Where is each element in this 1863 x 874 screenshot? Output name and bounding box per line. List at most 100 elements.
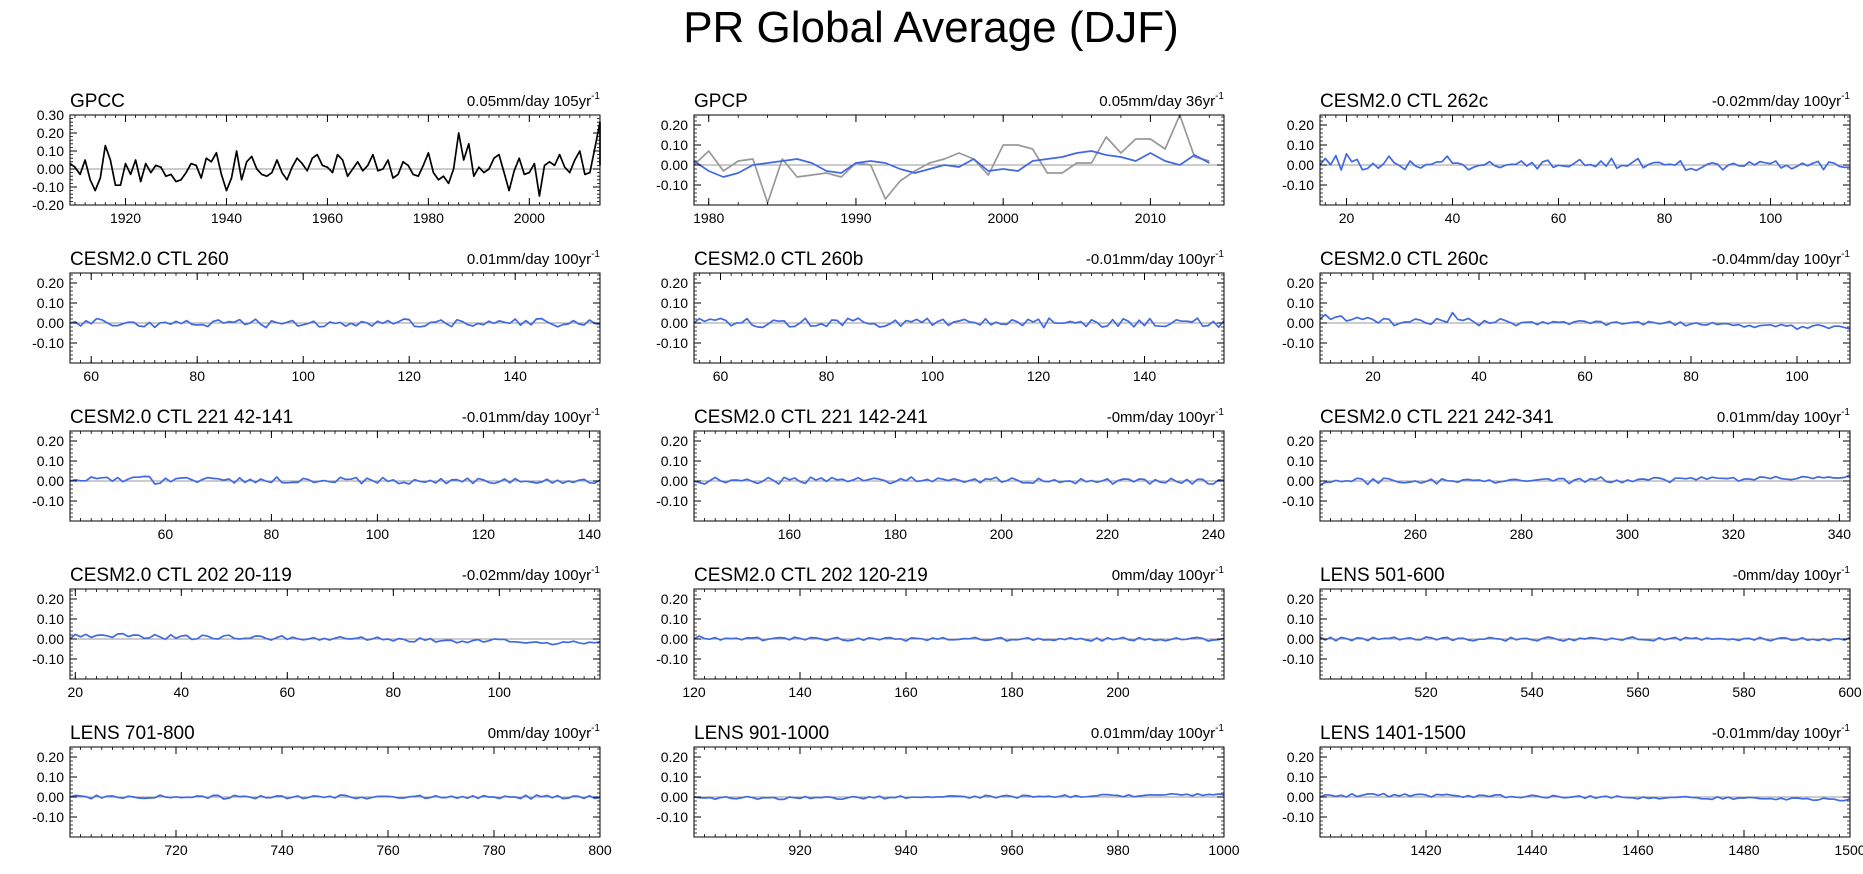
y-tick-label: 0.10 (1287, 453, 1314, 469)
panel-12: LENS 501-600 -0mm/day 100yr-1 520 540 560 580… (1282, 565, 1862, 700)
trend-exponent: -1 (1841, 565, 1850, 576)
trend-text: -0.01mm/day 100yr (1712, 725, 1841, 742)
y-tick-label: 0.10 (661, 611, 688, 627)
y-tick-label: 0.10 (661, 453, 688, 469)
trend-text: -0.01mm/day 100yr (1086, 251, 1215, 268)
x-tick-label: 200 (1106, 684, 1130, 700)
x-tick-label: 120 (1027, 368, 1051, 384)
x-tick-label: 1480 (1728, 842, 1759, 858)
x-tick-label: 800 (588, 842, 612, 858)
x-tick-label: 2000 (514, 210, 545, 226)
trend-annotation: -0.02mm/day 100yr-1 (462, 565, 601, 584)
x-tick-label: 560 (1626, 684, 1650, 700)
minor-ticks (694, 273, 1224, 364)
y-tick-label: 0.20 (1287, 749, 1314, 765)
y-tick-label: 0.10 (1287, 295, 1314, 311)
panel-14: LENS 901-1000 0.01mm/day 100yr-1 920 940 960… (656, 723, 1240, 858)
y-tick-label: 0.10 (1287, 611, 1314, 627)
panel-title: LENS 1401-1500 (1320, 723, 1466, 744)
minor-ticks (693, 747, 1225, 838)
x-tick-label: 100 (488, 684, 512, 700)
x-tick-label: 180 (884, 526, 908, 542)
trend-exponent: -1 (1215, 565, 1224, 576)
panel-title: LENS 501-600 (1320, 565, 1445, 586)
y-tick-label: 0.10 (37, 143, 64, 159)
y-tick-label: 0.10 (37, 453, 64, 469)
x-tick-label: 940 (894, 842, 918, 858)
trend-annotation: -0.01mm/day 100yr-1 (462, 407, 601, 426)
trend-annotation: -0.01mm/day 100yr-1 (1086, 249, 1225, 268)
trend-text: 0mm/day 100yr (1112, 567, 1215, 584)
plot-frame (69, 114, 601, 206)
trend-exponent: -1 (1215, 91, 1224, 102)
x-tick-label: 1940 (211, 210, 242, 226)
trend-annotation: -0.02mm/day 100yr-1 (1712, 91, 1851, 110)
y-tick-label: 0.10 (1287, 137, 1314, 153)
x-tick-label: 40 (1471, 368, 1487, 384)
trend-exponent: -1 (591, 723, 600, 734)
y-tick-label: 0.10 (661, 295, 688, 311)
x-tick-label: 540 (1520, 684, 1544, 700)
x-tick-label: 580 (1732, 684, 1756, 700)
panel-3: CESM2.0 CTL 262c -0.02mm/day 100yr-1 20 40 6… (1282, 91, 1851, 226)
series-line (69, 475, 601, 485)
x-tick-label: 80 (386, 684, 402, 700)
panel-5: CESM2.0 CTL 260b -0.01mm/day 100yr-1 60 80 1… (656, 249, 1225, 384)
panel-title: GPCC (70, 91, 125, 112)
y-tick-label: 0.10 (37, 611, 64, 627)
x-tick-label: 20 (1365, 368, 1381, 384)
plot-frame (693, 114, 1225, 206)
trend-text: 0.05mm/day 36yr (1099, 93, 1215, 110)
x-tick-label: 100 (366, 526, 390, 542)
x-tick-label: 120 (472, 526, 496, 542)
panel-title: CESM2.0 CTL 260b (694, 249, 863, 270)
x-tick-label: 100 (1785, 368, 1809, 384)
y-tick-label: 0.00 (661, 789, 688, 805)
y-tick-label: 0.20 (1287, 433, 1314, 449)
panel-title: GPCP (694, 91, 748, 112)
x-tick-label: 280 (1510, 526, 1534, 542)
trend-exponent: -1 (1841, 91, 1850, 102)
y-tick-label: -0.10 (32, 651, 64, 667)
y-tick-label: 0.10 (661, 769, 688, 785)
minor-ticks (1319, 431, 1851, 522)
panel-7: CESM2.0 CTL 221 42-141 -0.01mm/day 100yr-… (32, 407, 601, 542)
minor-ticks (70, 589, 600, 680)
y-tick-label: -0.10 (1282, 177, 1314, 193)
x-tick-label: 120 (398, 368, 422, 384)
y-tick-label: -0.10 (32, 179, 64, 195)
y-tick-label: 0.00 (37, 315, 64, 331)
y-tick-label: -0.20 (32, 197, 64, 213)
panel-title: CESM2.0 CTL 202 20-119 (70, 565, 292, 586)
panel-title: CESM2.0 CTL 262c (1320, 91, 1488, 112)
trend-annotation: 0mm/day 100yr-1 (1112, 565, 1225, 584)
panel-2: GPCP 0.05mm/day 36yr-1 1980 1990 2000 2010 -0.… (656, 91, 1225, 226)
x-tick-label: 40 (174, 684, 190, 700)
panel-title: CESM2.0 CTL 221 142-241 (694, 407, 928, 428)
series-line (693, 476, 1225, 485)
x-tick-label: 80 (819, 368, 835, 384)
plot-frame (1319, 114, 1851, 206)
x-tick-label: 140 (578, 526, 602, 542)
x-tick-label: 1920 (110, 210, 141, 226)
y-tick-label: 0.00 (1287, 157, 1314, 173)
x-tick-label: 60 (1551, 210, 1567, 226)
y-tick-label: 0.20 (1287, 591, 1314, 607)
minor-ticks (69, 747, 601, 838)
y-tick-label: 0.00 (1287, 631, 1314, 647)
x-tick-label: 60 (713, 368, 729, 384)
y-tick-label: -0.10 (1282, 493, 1314, 509)
series-line (69, 794, 601, 800)
x-tick-label: 140 (504, 368, 528, 384)
x-tick-label: 60 (1577, 368, 1593, 384)
x-tick-label: 20 (68, 684, 84, 700)
panel-15: LENS 1401-1500 -0.01mm/day 100yr-1 1420 144… (1282, 723, 1863, 858)
panel-title: CESM2.0 CTL 202 120-219 (694, 565, 928, 586)
trend-text: 0.01mm/day 100yr (1717, 409, 1841, 426)
series-line (693, 792, 1225, 801)
series-line (693, 635, 1225, 642)
y-tick-label: -0.10 (1282, 335, 1314, 351)
plot-frame (69, 272, 601, 364)
